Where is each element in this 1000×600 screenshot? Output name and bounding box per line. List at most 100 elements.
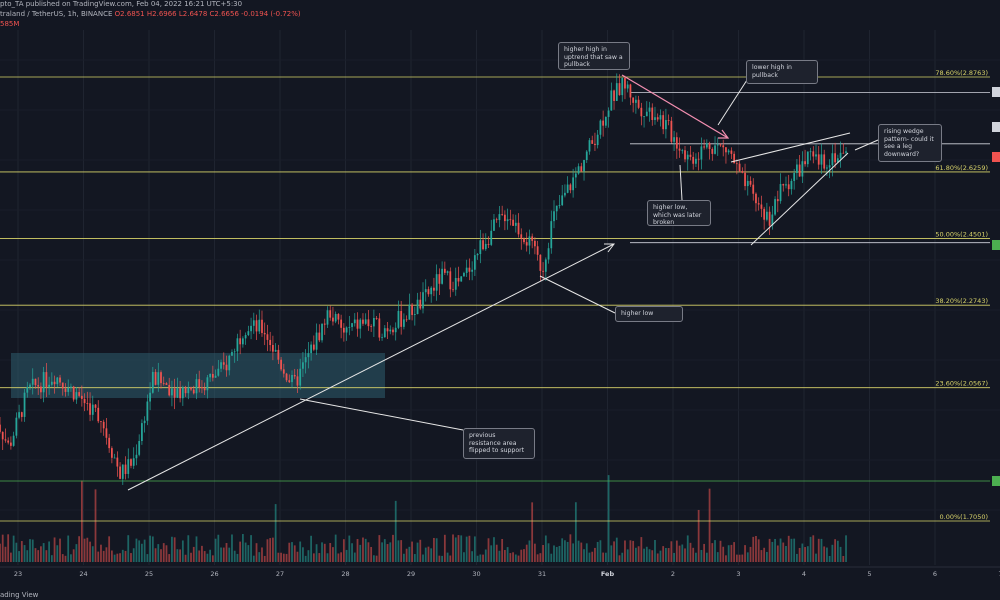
candle[interactable]: [790, 178, 793, 195]
candle[interactable]: [201, 380, 203, 394]
candle[interactable]: [763, 206, 766, 230]
annotation-rising-wedge[interactable]: rising wedge pattern- could it see a leg…: [878, 124, 942, 162]
candle[interactable]: [42, 366, 45, 403]
candle[interactable]: [288, 374, 291, 384]
candle[interactable]: [383, 325, 386, 338]
candle[interactable]: [408, 293, 411, 320]
candle[interactable]: [599, 119, 602, 139]
pullback-arrow[interactable]: [621, 74, 729, 139]
candle[interactable]: [498, 205, 501, 228]
candle[interactable]: [727, 148, 730, 155]
candle[interactable]: [681, 148, 684, 154]
candle[interactable]: [842, 143, 845, 154]
candle[interactable]: [220, 359, 222, 373]
candle[interactable]: [435, 264, 438, 301]
candle[interactable]: [154, 369, 157, 386]
candle[interactable]: [577, 163, 580, 175]
candle[interactable]: [116, 451, 119, 477]
candle[interactable]: [651, 103, 654, 126]
candle[interactable]: [536, 240, 539, 261]
candle[interactable]: [746, 175, 749, 196]
candle[interactable]: [741, 167, 744, 174]
candle[interactable]: [146, 394, 149, 426]
candle[interactable]: [389, 325, 392, 335]
candle[interactable]: [673, 130, 675, 151]
candle[interactable]: [31, 368, 34, 395]
candle[interactable]: [785, 176, 787, 189]
candle[interactable]: [367, 310, 370, 331]
candle[interactable]: [738, 160, 741, 173]
candle[interactable]: [269, 331, 272, 352]
candle[interactable]: [40, 382, 42, 399]
candle[interactable]: [602, 110, 605, 137]
candle[interactable]: [572, 168, 574, 198]
candle[interactable]: [569, 183, 572, 194]
candle[interactable]: [465, 259, 468, 277]
candle[interactable]: [697, 152, 700, 171]
candle[interactable]: [4, 428, 7, 443]
candle[interactable]: [534, 237, 536, 255]
candle[interactable]: [722, 139, 725, 157]
candle[interactable]: [181, 385, 184, 406]
candle[interactable]: [730, 147, 733, 159]
candle[interactable]: [203, 382, 206, 396]
candle[interactable]: [659, 109, 662, 127]
candle[interactable]: [438, 268, 441, 296]
candle[interactable]: [637, 95, 640, 110]
candle[interactable]: [711, 147, 714, 161]
candle[interactable]: [588, 137, 591, 155]
candle[interactable]: [626, 81, 629, 93]
candle[interactable]: [514, 214, 517, 233]
candle[interactable]: [452, 281, 454, 293]
candle[interactable]: [100, 420, 102, 433]
candle[interactable]: [18, 404, 20, 420]
uptrend-line[interactable]: [127, 243, 615, 491]
candle[interactable]: [113, 453, 116, 459]
candle[interactable]: [80, 385, 83, 407]
candle[interactable]: [94, 404, 97, 413]
candle[interactable]: [544, 257, 547, 281]
candle[interactable]: [263, 322, 266, 346]
candle[interactable]: [45, 363, 48, 398]
candle[interactable]: [656, 113, 659, 122]
candle[interactable]: [441, 261, 443, 285]
candle[interactable]: [378, 313, 381, 341]
candle[interactable]: [787, 174, 790, 197]
candle[interactable]: [56, 376, 59, 388]
pointer-higher-low[interactable]: [539, 275, 616, 314]
candle[interactable]: [206, 375, 209, 399]
candle[interactable]: [381, 333, 383, 341]
candle[interactable]: [173, 378, 176, 410]
candle[interactable]: [689, 145, 692, 161]
candle[interactable]: [585, 150, 588, 163]
candle[interactable]: [779, 173, 782, 204]
candle[interactable]: [364, 313, 367, 325]
candle[interactable]: [506, 208, 509, 230]
candle[interactable]: [834, 142, 836, 169]
candle[interactable]: [108, 433, 111, 453]
candle[interactable]: [119, 462, 121, 480]
candle[interactable]: [110, 446, 113, 464]
candle[interactable]: [675, 132, 678, 159]
candle[interactable]: [755, 192, 757, 212]
candle[interactable]: [793, 168, 796, 190]
candle[interactable]: [370, 324, 373, 332]
candle[interactable]: [594, 132, 596, 151]
candle[interactable]: [752, 178, 755, 201]
candle[interactable]: [0, 416, 1, 434]
candle[interactable]: [449, 267, 452, 298]
annotation-lower-high[interactable]: lower high in pullback: [746, 60, 818, 84]
candle[interactable]: [768, 206, 771, 236]
candle[interactable]: [176, 377, 179, 398]
candle[interactable]: [195, 373, 198, 400]
candle[interactable]: [250, 317, 252, 340]
candle[interactable]: [149, 382, 151, 411]
candle[interactable]: [826, 164, 828, 176]
candle[interactable]: [487, 236, 490, 248]
candle[interactable]: [520, 228, 523, 250]
candle[interactable]: [255, 314, 258, 341]
candle[interactable]: [558, 194, 561, 209]
candle[interactable]: [525, 232, 528, 252]
candle[interactable]: [187, 381, 190, 400]
candle[interactable]: [348, 315, 351, 336]
